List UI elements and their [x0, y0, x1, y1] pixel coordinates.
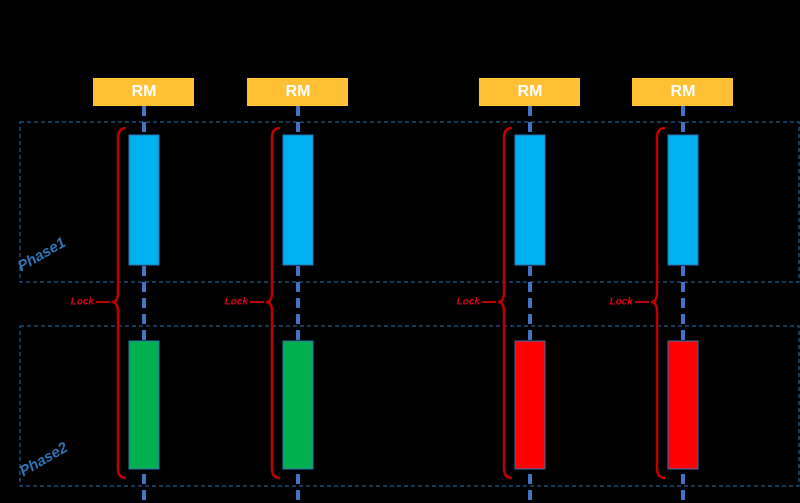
rm-label: RM — [132, 83, 157, 100]
rm-label: RM — [286, 83, 311, 100]
phase-label: Phase2 — [17, 439, 72, 480]
lock-brace — [265, 126, 281, 480]
phase1-box — [282, 134, 314, 266]
rm-label: RM — [671, 83, 696, 100]
phase1-box — [514, 134, 546, 266]
phase2-box — [667, 340, 699, 470]
phase1-box — [128, 134, 160, 266]
phase1-box — [667, 134, 699, 266]
lock-label: Lock — [225, 297, 249, 308]
lock-brace — [111, 126, 127, 480]
rm-box — [479, 78, 580, 106]
lock-label: Lock — [71, 297, 95, 308]
rm-label: RM — [518, 83, 543, 100]
phase2-box — [282, 340, 314, 470]
phase2-box — [128, 340, 160, 470]
rm-box — [93, 78, 194, 106]
lanes: RM Lock RM Lock RM Lock RM Lock — [71, 78, 733, 503]
phase2-box — [514, 340, 546, 470]
phase-label: Phase1 — [15, 234, 69, 275]
lock-label: Lock — [610, 297, 634, 308]
rm-box — [247, 78, 348, 106]
rm-box — [632, 78, 733, 106]
lock-brace — [497, 126, 513, 480]
lock-brace — [650, 126, 666, 480]
lock-label: Lock — [457, 297, 481, 308]
